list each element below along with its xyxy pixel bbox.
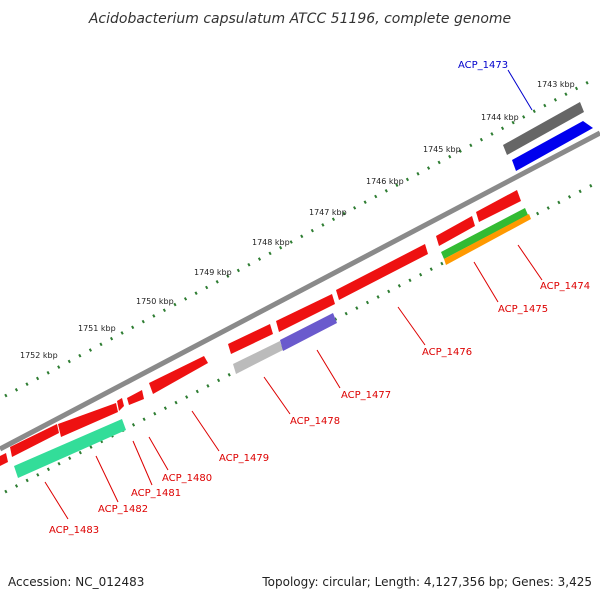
gene-arrow[interactable] — [276, 294, 335, 332]
gene-arrow[interactable] — [444, 214, 531, 265]
scale-label: 1750 kbp — [136, 297, 174, 306]
gene-label-acp-1475[interactable]: ACP_1475 — [498, 304, 548, 315]
gene-label-acp-1478[interactable]: ACP_1478 — [290, 416, 340, 427]
gene-label-acp-1476[interactable]: ACP_1476 — [422, 347, 472, 358]
genome-backbone — [0, 130, 600, 452]
scale-labels: 1743 kbp 1744 kbp 1745 kbp 1746 kbp 1747… — [20, 80, 575, 360]
accession-text: Accession: NC_012483 — [8, 575, 144, 589]
gene-arrow[interactable] — [58, 403, 118, 437]
gene-features — [0, 102, 593, 466]
scale-label: 1747 kbp — [309, 208, 347, 217]
outer-scale-line — [4, 76, 597, 398]
gene-arrow[interactable] — [503, 102, 584, 155]
gene-label-acp-1479[interactable]: ACP_1479 — [219, 453, 269, 464]
scale-label: 1746 kbp — [366, 177, 404, 186]
gene-label-acp-1482[interactable]: ACP_1482 — [98, 504, 148, 515]
gene-arrow[interactable] — [233, 341, 283, 374]
gene-arrow[interactable] — [149, 356, 208, 394]
gene-label-acp-1474[interactable]: ACP_1474 — [540, 281, 590, 292]
gene-arrow[interactable] — [476, 190, 521, 222]
scale-label: 1744 kbp — [481, 113, 519, 122]
gene-arrow[interactable] — [512, 121, 593, 171]
gene-labels: ACP_1473 ACP_1474 ACP_1475 ACP_1476 ACP_… — [49, 60, 590, 536]
scale-label: 1749 kbp — [194, 268, 232, 277]
scale-label: 1745 kbp — [423, 145, 461, 154]
scale-label: 1752 kbp — [20, 351, 58, 360]
gene-arrow[interactable] — [228, 324, 273, 354]
gene-arrow[interactable] — [280, 313, 337, 351]
gene-label-acp-1477[interactable]: ACP_1477 — [341, 390, 391, 401]
gene-label-acp-1483[interactable]: ACP_1483 — [49, 525, 99, 536]
summary-text: Topology: circular; Length: 4,127,356 bp… — [261, 575, 592, 589]
gene-label-acp-1480[interactable]: ACP_1480 — [162, 473, 212, 484]
gene-arrow[interactable] — [14, 419, 126, 478]
gene-label-acp-1481[interactable]: ACP_1481 — [131, 488, 181, 499]
gene-features-forward — [14, 208, 531, 478]
gene-arrow[interactable] — [117, 398, 124, 411]
gene-label-acp-1473[interactable]: ACP_1473 — [458, 60, 508, 71]
gene-arrow[interactable] — [336, 244, 428, 300]
label-leaders — [44, 69, 543, 520]
page-title: Acidobacterium capsulatum ATCC 51196, co… — [88, 11, 511, 27]
scale-label: 1751 kbp — [78, 324, 116, 333]
gene-arrow[interactable] — [127, 390, 144, 405]
scale-label: 1743 kbp — [537, 80, 575, 89]
scale-label: 1748 kbp — [252, 238, 290, 247]
gene-arrow[interactable] — [441, 208, 528, 259]
gene-arrow[interactable] — [436, 216, 475, 246]
gene-arrow[interactable] — [10, 424, 59, 457]
gene-arrow[interactable] — [0, 453, 8, 466]
